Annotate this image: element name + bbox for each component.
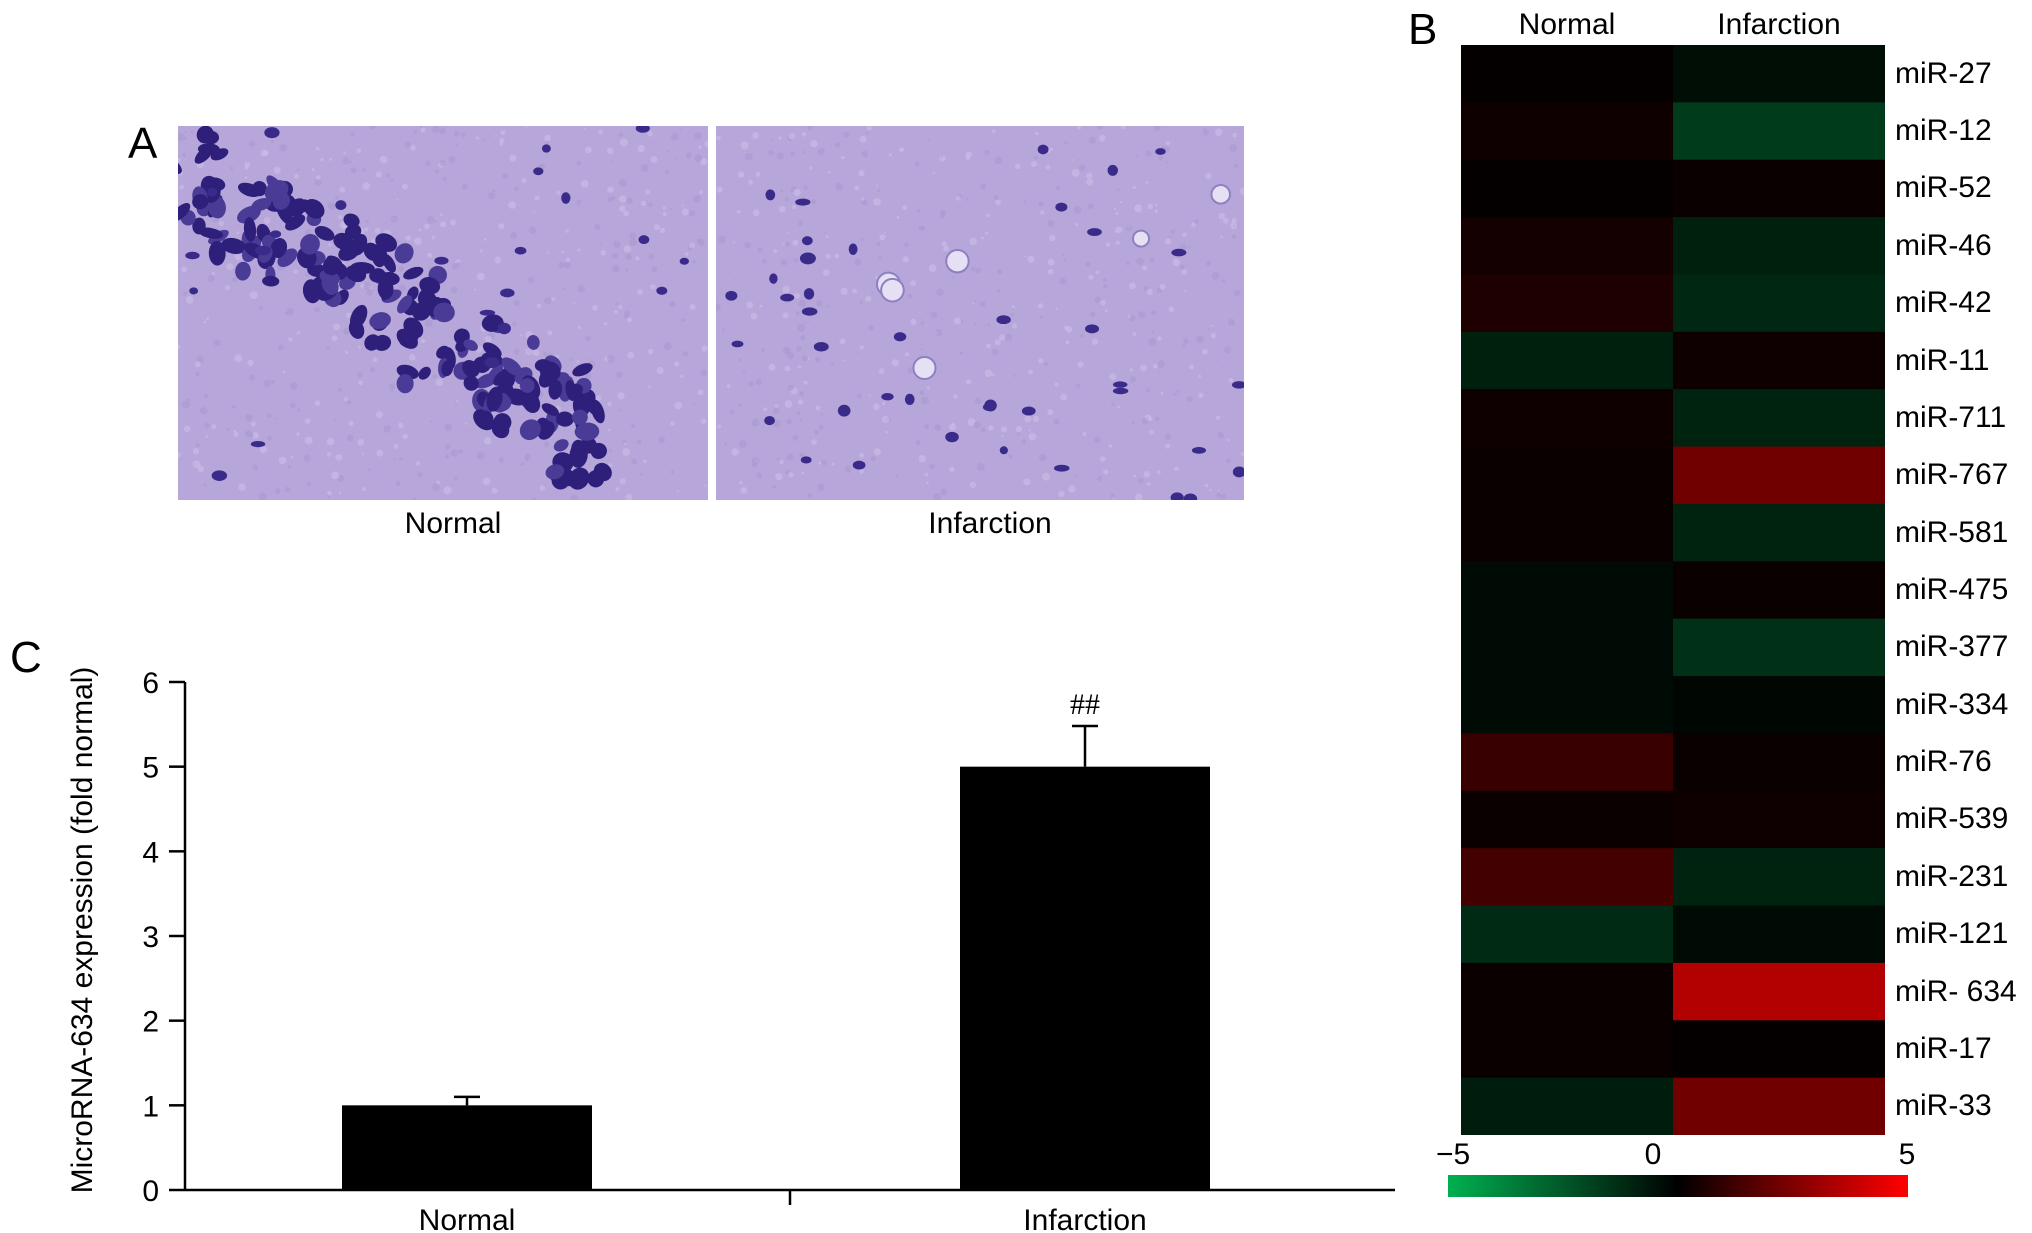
heatmap-cell	[1673, 1077, 1885, 1135]
bar-chart: 0 1 2 3 4 5 6 Normal Infarction ## MicroRNA-634 ex…	[66, 667, 1395, 1233]
heatmap-row-label: miR-475	[1895, 573, 2009, 606]
heatmap-cell	[1673, 389, 1885, 448]
heatmap-row-label: miR-377	[1895, 630, 2009, 664]
y-tick-label: 6	[142, 667, 159, 700]
heatmap-cell	[1461, 331, 1674, 390]
heatmap-row-label: miR- 634	[1895, 974, 2017, 1008]
heatmap-cell	[1673, 102, 1885, 161]
heatmap-row-label: miR-121	[1895, 917, 2009, 951]
colorbar-tick-zero: 0	[1644, 1138, 1662, 1171]
heatmap-row-label: miR-52	[1895, 171, 1992, 205]
panel-b-letter: B	[1408, 5, 1438, 54]
caption-infarction: Infarction	[928, 507, 1052, 540]
heatmap-cell	[1461, 733, 1674, 792]
heatmap-cell	[1673, 217, 1885, 275]
heatmap-row-label: miR-33	[1895, 1089, 1992, 1123]
heatmap-cell	[1461, 1020, 1674, 1079]
heatmap-cell	[1673, 1020, 1885, 1079]
heatmap-row-label: miR-231	[1895, 859, 2009, 893]
y-tick-label: 5	[142, 752, 159, 785]
heatmap-cell	[1673, 561, 1885, 620]
heatmap-cell	[1461, 503, 1674, 562]
heatmap	[1461, 45, 1885, 1135]
heatmap-row-label: miR-46	[1895, 228, 1992, 262]
heatmap-cell	[1461, 45, 1674, 103]
x-tick-label: Infarction	[1023, 1204, 1146, 1233]
heatmap-row-label: miR-76	[1895, 745, 1992, 779]
heatmap-cell	[1461, 274, 1674, 333]
heatmap-row-label: miR-11	[1895, 343, 1990, 377]
heatmap-cell	[1673, 503, 1885, 562]
heatmap-cell	[1673, 159, 1885, 218]
panel-a-letter: A	[128, 119, 158, 168]
heatmap-cell	[1461, 676, 1674, 734]
heatmap-cell	[1461, 618, 1674, 677]
heatmap-row-label: miR-42	[1895, 286, 1992, 320]
colorbar	[1448, 1175, 1908, 1197]
heatmap-row-label: miR-17	[1895, 1031, 1992, 1065]
heatmap-row-label: miR-27	[1895, 56, 1992, 90]
heatmap-cell	[1461, 561, 1674, 620]
heatmap-cell	[1461, 1077, 1674, 1135]
y-tick-label: 3	[142, 921, 159, 954]
heatmap-cell	[1461, 790, 1674, 849]
heatmap-cell	[1673, 446, 1885, 505]
heatmap-cell	[1673, 676, 1885, 734]
heatmap-row-label: miR-711	[1895, 400, 2007, 434]
heatmap-cell	[1461, 217, 1674, 275]
heatmap-cell	[1673, 331, 1885, 390]
heatmap-col-header-normal: Normal	[1518, 8, 1616, 41]
heatmap-cell	[1461, 905, 1674, 964]
colorbar-tick-max: 5	[1898, 1138, 1916, 1171]
heatmap-cell	[1461, 446, 1674, 505]
y-tick-label: 1	[142, 1090, 159, 1123]
heatmap-row-label: miR-767	[1895, 458, 2009, 492]
heatmap-cell	[1673, 733, 1885, 792]
micrograph-infarction	[716, 126, 1244, 500]
heatmap-cell	[1461, 102, 1674, 161]
micrograph-normal	[178, 126, 708, 500]
heatmap-cell	[1461, 159, 1674, 218]
caption-normal: Normal	[404, 507, 502, 540]
heatmap-row-label: miR-581	[1895, 515, 2009, 549]
panel-c-letter: C	[10, 633, 42, 682]
bar-infarction	[960, 766, 1210, 1190]
heatmap-cell	[1673, 45, 1885, 103]
y-tick-label: 0	[142, 1175, 159, 1208]
y-tick-label: 4	[142, 836, 159, 869]
heatmap-cell	[1461, 962, 1674, 1021]
heatmap-col-header-infarction: Infarction	[1717, 8, 1841, 41]
heatmap-cell	[1673, 905, 1885, 964]
heatmap-cell	[1673, 848, 1885, 907]
heatmap-cell	[1673, 790, 1885, 849]
y-tick-label: 2	[142, 1006, 159, 1039]
heatmap-row-label: miR-12	[1895, 114, 1992, 148]
heatmap-cell	[1673, 618, 1885, 677]
heatmap-cell	[1461, 848, 1674, 907]
heatmap-row-label: miR-334	[1895, 687, 2009, 721]
x-tick-label: Normal	[419, 1204, 516, 1233]
bar-normal	[342, 1105, 592, 1190]
significance-annotation: ##	[1070, 688, 1100, 721]
heatmap-cell	[1673, 274, 1885, 333]
heatmap-cell	[1673, 962, 1885, 1021]
heatmap-row-label: miR-539	[1895, 802, 2009, 836]
heatmap-cell	[1461, 389, 1674, 448]
y-axis-label: MicroRNA-634 expression (fold normal)	[66, 667, 99, 1194]
colorbar-tick-min: −5	[1436, 1138, 1471, 1171]
